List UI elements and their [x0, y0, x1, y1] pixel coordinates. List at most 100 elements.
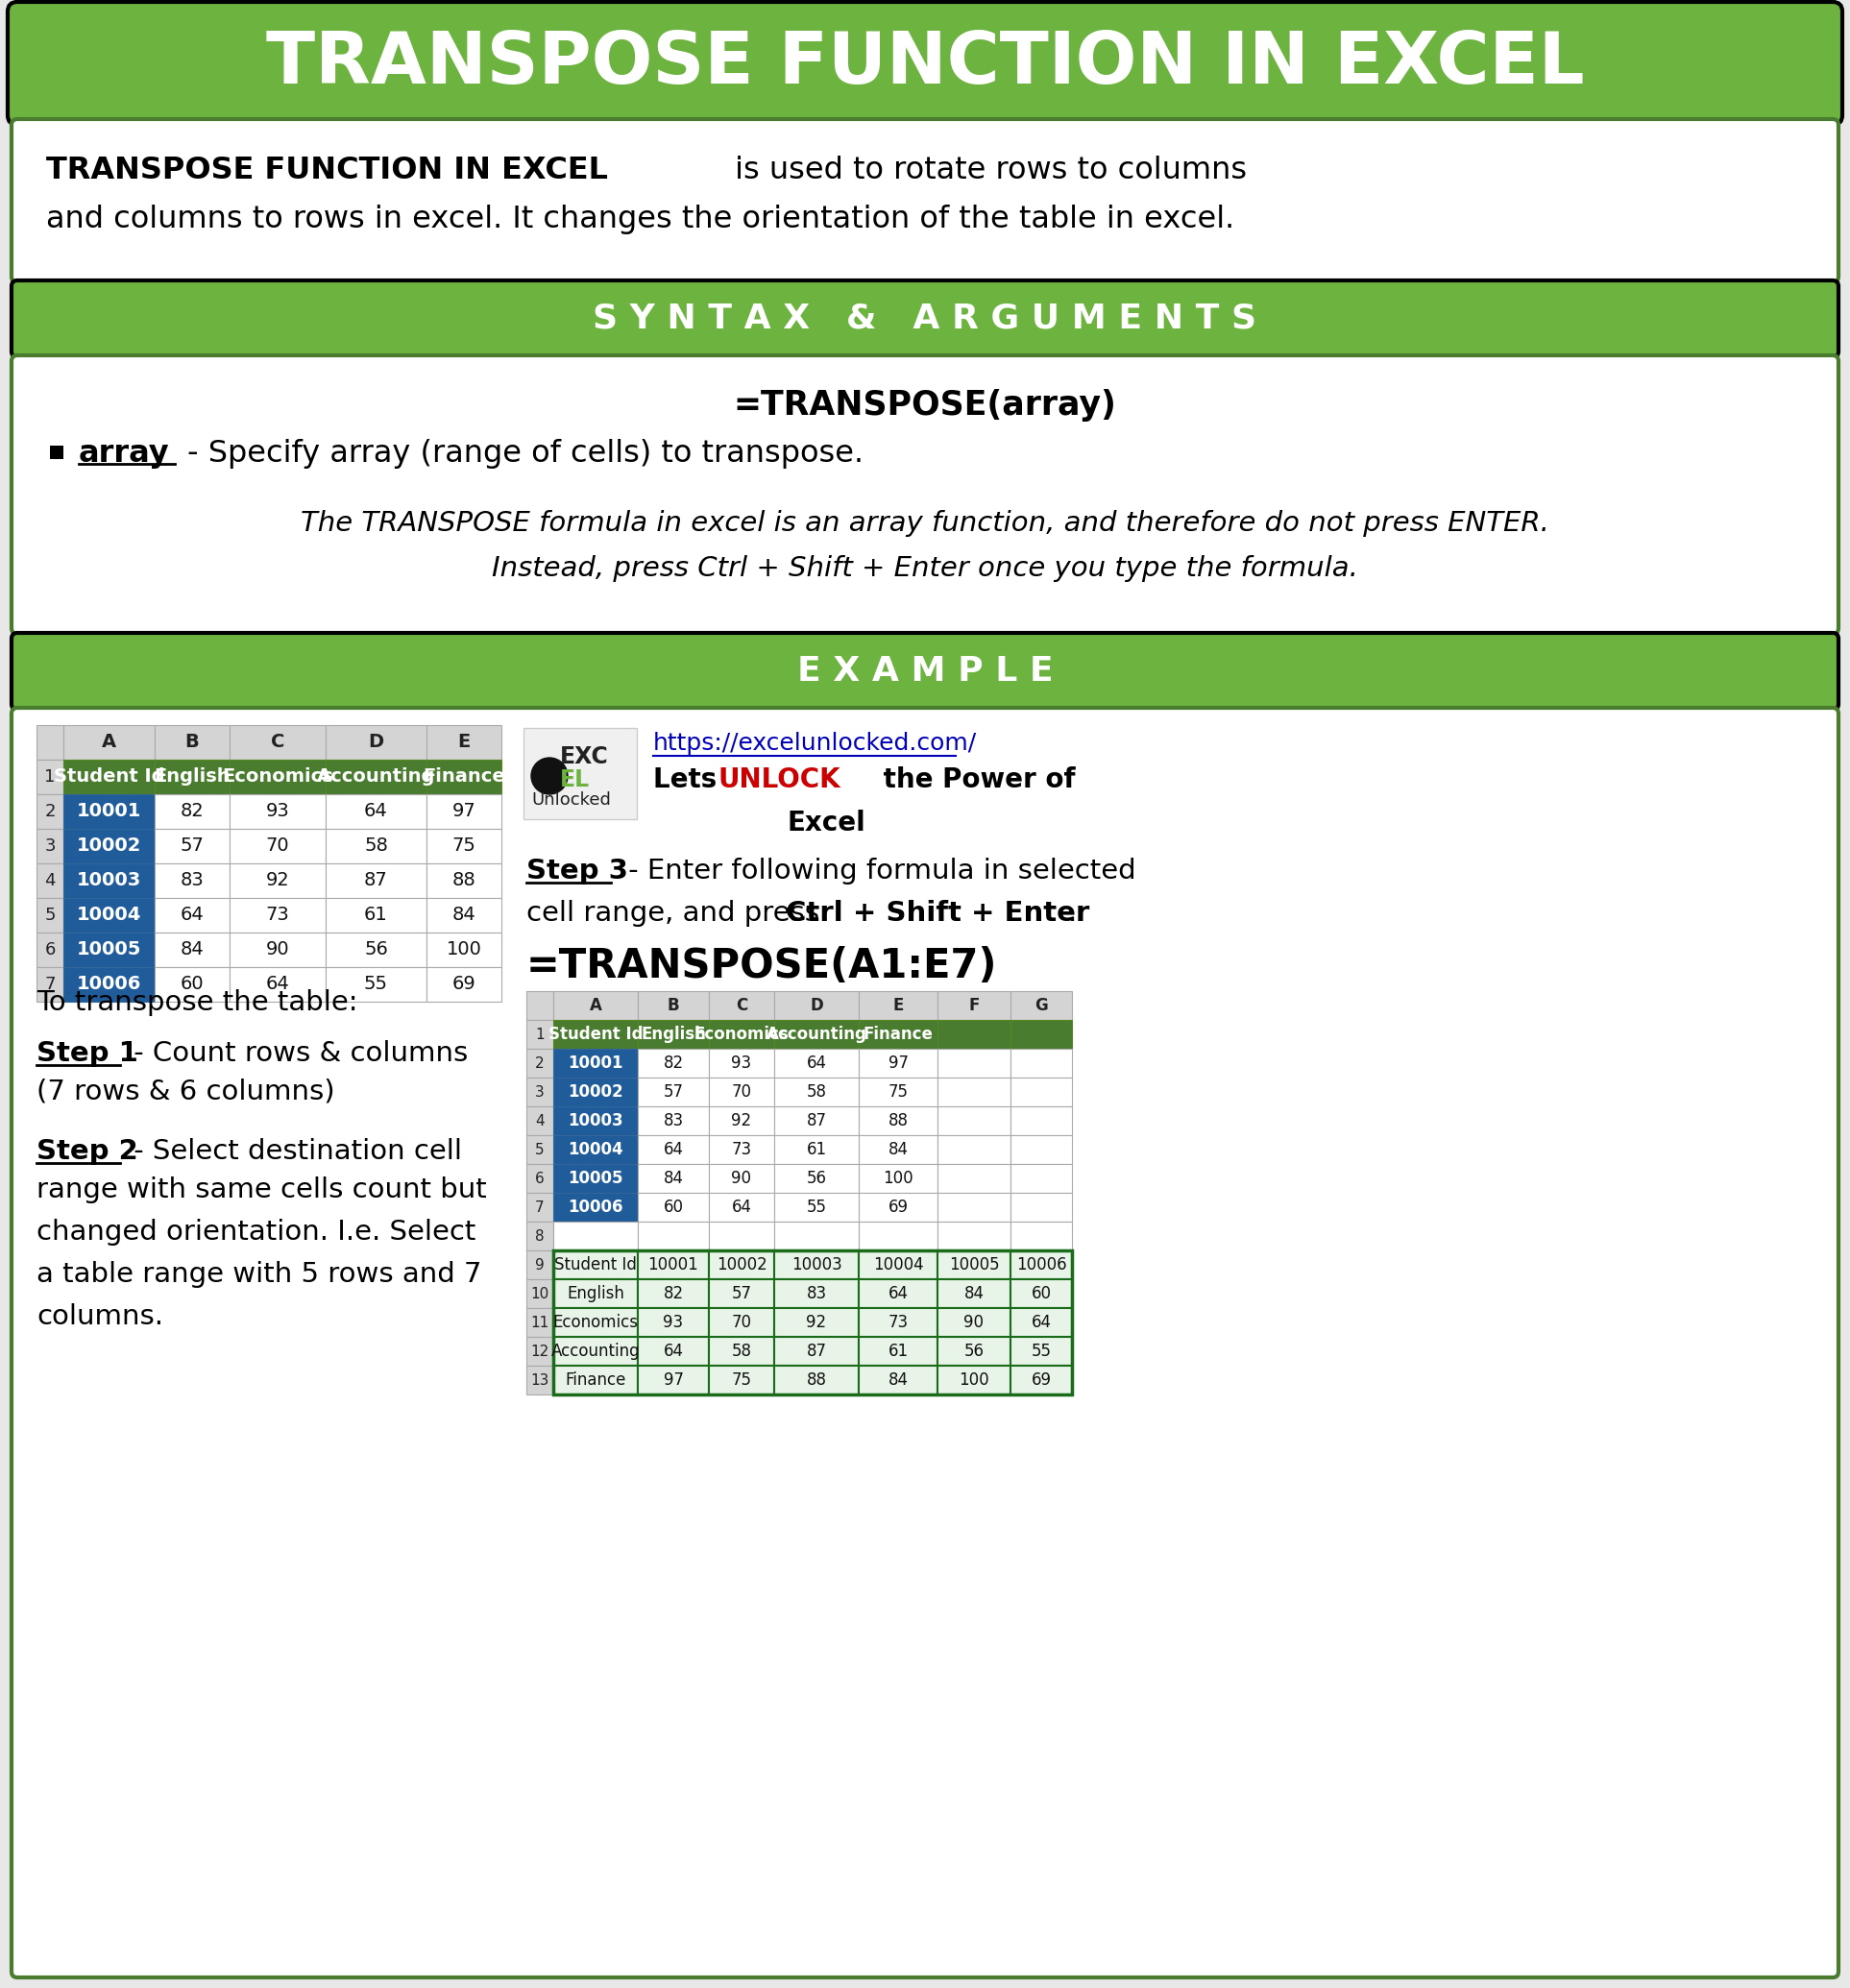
Bar — [527, 1135, 553, 1165]
Bar — [37, 863, 63, 899]
Text: 88: 88 — [807, 1372, 827, 1390]
Bar — [709, 1135, 773, 1165]
Text: 4: 4 — [535, 1113, 544, 1127]
Text: 90: 90 — [964, 1314, 984, 1332]
Text: 92: 92 — [807, 1314, 827, 1332]
Bar — [155, 899, 229, 932]
Text: 87: 87 — [807, 1111, 827, 1129]
Text: 10002: 10002 — [76, 837, 141, 855]
Bar — [553, 1250, 638, 1278]
Bar — [553, 1193, 638, 1221]
Text: 69: 69 — [888, 1199, 908, 1217]
Text: 87: 87 — [364, 871, 388, 891]
FancyBboxPatch shape — [11, 119, 1839, 282]
Bar — [553, 1050, 638, 1077]
Text: 55: 55 — [807, 1199, 827, 1217]
Bar — [773, 1336, 858, 1366]
Bar — [155, 932, 229, 966]
Bar — [1010, 1165, 1071, 1193]
Text: English: English — [640, 1026, 707, 1044]
Text: 2: 2 — [535, 1056, 544, 1070]
Bar — [1010, 1250, 1071, 1278]
Text: 58: 58 — [731, 1342, 751, 1360]
Bar — [773, 1221, 858, 1250]
Bar — [773, 992, 858, 1020]
Text: 64: 64 — [888, 1284, 908, 1302]
Bar — [858, 1336, 938, 1366]
Bar — [773, 1308, 858, 1336]
Text: Excel: Excel — [788, 809, 866, 837]
Text: - Enter following formula in selected: - Enter following formula in selected — [620, 857, 1136, 885]
Bar — [938, 1250, 1010, 1278]
Bar — [527, 992, 553, 1020]
Bar — [1010, 1308, 1071, 1336]
Text: Student Id: Student Id — [54, 767, 165, 785]
Bar — [37, 795, 63, 829]
Bar — [773, 1165, 858, 1193]
Bar — [527, 1165, 553, 1193]
Text: =TRANSPOSE(array): =TRANSPOSE(array) — [733, 390, 1117, 421]
Bar — [553, 1336, 638, 1366]
Bar — [938, 1050, 1010, 1077]
Text: S Y N T A X   &   A R G U M E N T S: S Y N T A X & A R G U M E N T S — [594, 302, 1256, 336]
Text: To transpose the table:: To transpose the table: — [37, 990, 357, 1016]
Text: 84: 84 — [964, 1284, 984, 1302]
Text: 82: 82 — [662, 1284, 683, 1302]
Text: 92: 92 — [731, 1111, 751, 1129]
Bar — [638, 1020, 709, 1050]
Text: 10001: 10001 — [76, 803, 141, 821]
Text: 70: 70 — [266, 837, 289, 855]
Bar — [773, 1135, 858, 1165]
Text: 5: 5 — [535, 1143, 544, 1157]
Text: 3: 3 — [44, 837, 56, 855]
Text: 75: 75 — [731, 1372, 751, 1390]
Text: English: English — [566, 1284, 623, 1302]
Bar — [858, 1020, 938, 1050]
Bar — [527, 1107, 553, 1135]
Bar — [709, 1308, 773, 1336]
Bar — [63, 759, 155, 795]
Bar — [527, 1250, 553, 1278]
Bar — [527, 1077, 553, 1107]
Bar — [326, 795, 427, 829]
Text: https://excelunlocked.com/: https://excelunlocked.com/ — [653, 732, 977, 755]
Text: 10006: 10006 — [1016, 1256, 1066, 1274]
Bar — [638, 1165, 709, 1193]
Bar — [229, 863, 326, 899]
Bar — [709, 1278, 773, 1308]
Bar — [155, 759, 229, 795]
Bar — [773, 1020, 858, 1050]
Bar — [638, 1050, 709, 1077]
Bar — [1010, 992, 1071, 1020]
Bar — [427, 829, 501, 863]
Bar — [326, 899, 427, 932]
Text: 1: 1 — [535, 1028, 544, 1042]
Text: Accounting: Accounting — [316, 767, 435, 785]
Text: 10006: 10006 — [76, 976, 141, 994]
Text: 82: 82 — [179, 803, 204, 821]
Text: 84: 84 — [664, 1169, 683, 1187]
Bar — [858, 1278, 938, 1308]
Text: Instead, press Ctrl + Shift + Enter once you type the formula.: Instead, press Ctrl + Shift + Enter once… — [492, 555, 1358, 582]
Text: 11: 11 — [531, 1316, 549, 1330]
Bar — [326, 863, 427, 899]
Text: 97: 97 — [888, 1054, 908, 1072]
Text: 73: 73 — [888, 1314, 908, 1332]
Text: 10005: 10005 — [76, 940, 141, 958]
Text: Accounting: Accounting — [551, 1342, 640, 1360]
Bar — [858, 1308, 938, 1336]
Text: 4: 4 — [44, 873, 56, 889]
Bar — [709, 1077, 773, 1107]
Text: 10004: 10004 — [873, 1256, 923, 1274]
Bar — [858, 992, 938, 1020]
Text: Finance: Finance — [424, 767, 505, 785]
Text: 100: 100 — [446, 940, 481, 958]
Text: Step 2: Step 2 — [37, 1137, 139, 1165]
Text: 83: 83 — [662, 1111, 683, 1129]
Bar — [858, 1366, 938, 1394]
Text: .: . — [1067, 901, 1077, 926]
Bar — [37, 899, 63, 932]
Bar — [1010, 1193, 1071, 1221]
Bar — [773, 1050, 858, 1077]
Bar — [155, 726, 229, 759]
